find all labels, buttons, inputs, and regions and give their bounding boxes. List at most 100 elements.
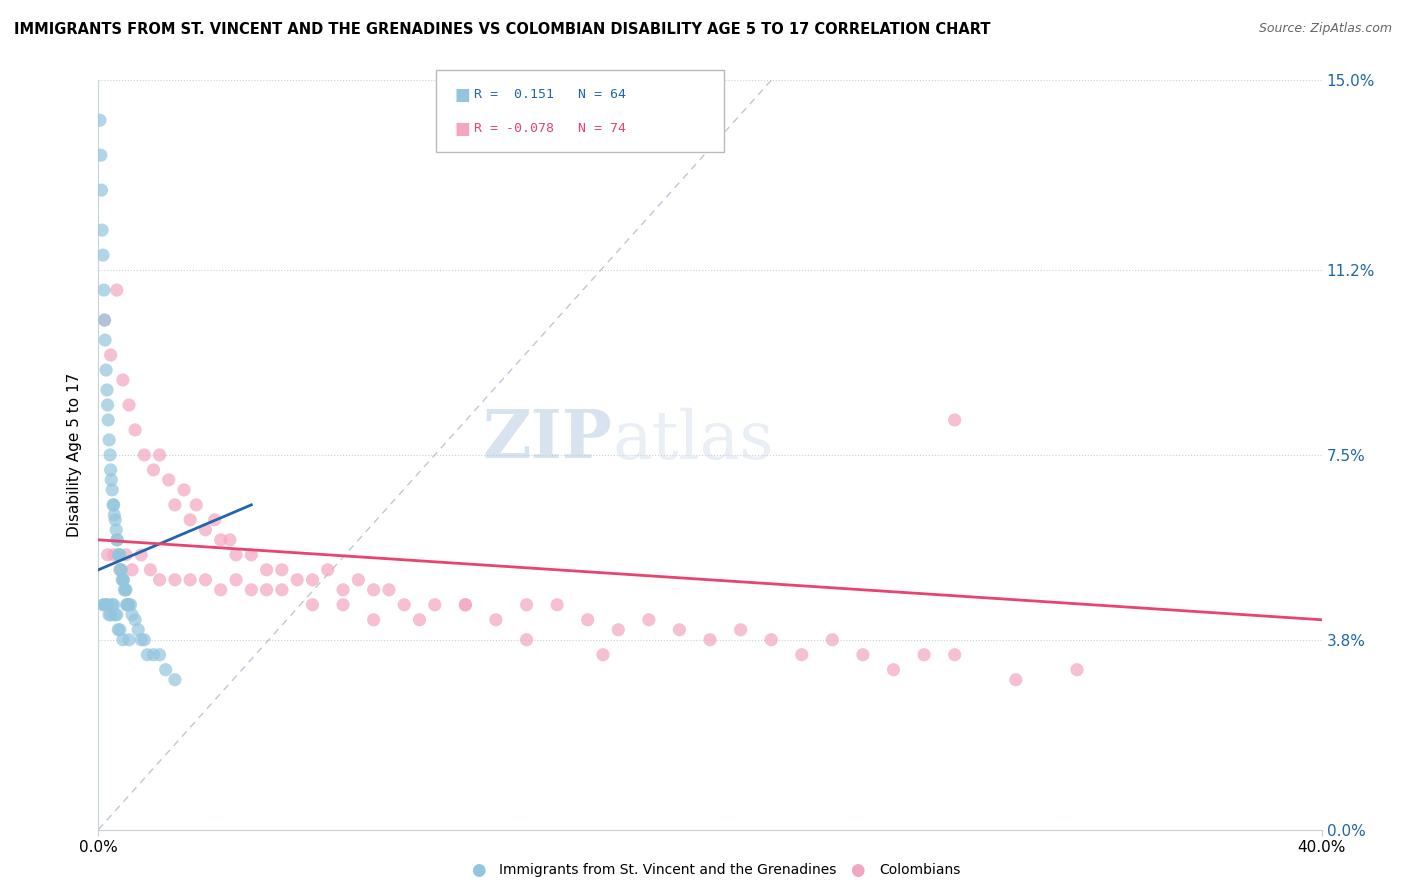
Point: [93, 313, 115, 327]
Point: [115, 548, 138, 562]
Point: [186, 498, 208, 512]
Point: [105, 283, 128, 297]
Point: [100, 607, 122, 622]
Point: [852, 648, 875, 662]
Point: [912, 648, 935, 662]
Point: [129, 548, 152, 562]
Point: [91, 248, 114, 262]
Point: [240, 582, 263, 597]
Point: [408, 613, 430, 627]
Point: [149, 648, 172, 662]
Point: [98, 433, 121, 447]
Point: [105, 533, 128, 547]
Point: [194, 573, 217, 587]
Point: [105, 607, 128, 622]
Point: [104, 607, 127, 622]
Point: [149, 573, 172, 587]
Point: [157, 473, 180, 487]
Point: [163, 673, 186, 687]
Point: [94, 333, 117, 347]
Point: [108, 548, 131, 562]
Point: [118, 398, 141, 412]
Point: [124, 423, 146, 437]
Text: Colombians: Colombians: [879, 863, 960, 877]
Point: [179, 573, 201, 587]
Point: [127, 623, 149, 637]
Text: ●: ●: [851, 861, 865, 879]
Point: [101, 483, 124, 497]
Y-axis label: Disability Age 5 to 17: Disability Age 5 to 17: [67, 373, 83, 537]
Point: [97, 398, 120, 412]
Point: [761, 632, 783, 647]
Point: [163, 498, 186, 512]
Text: Immigrants from St. Vincent and the Grenadines: Immigrants from St. Vincent and the Gren…: [499, 863, 837, 877]
Point: [155, 663, 177, 677]
Point: [485, 613, 508, 627]
Point: [98, 607, 121, 622]
Text: Source: ZipAtlas.com: Source: ZipAtlas.com: [1258, 22, 1392, 36]
Point: [316, 563, 339, 577]
Point: [101, 498, 124, 512]
Text: ●: ●: [471, 861, 485, 879]
Point: [94, 363, 117, 377]
Point: [179, 513, 201, 527]
Point: [111, 573, 134, 587]
Point: [117, 598, 139, 612]
Point: [93, 598, 115, 612]
Point: [96, 383, 118, 397]
Point: [194, 523, 217, 537]
Point: [139, 563, 162, 577]
Point: [129, 632, 152, 647]
Point: [363, 613, 385, 627]
Point: [790, 648, 813, 662]
Text: ■: ■: [454, 86, 470, 103]
Point: [110, 563, 132, 577]
Point: [115, 582, 138, 597]
Point: [423, 598, 446, 612]
Point: [103, 498, 125, 512]
Point: [91, 598, 114, 612]
Point: [111, 373, 134, 387]
Point: [134, 448, 156, 462]
Point: [821, 632, 844, 647]
Point: [1004, 673, 1026, 687]
Point: [136, 648, 159, 662]
Point: [110, 563, 132, 577]
Point: [97, 413, 120, 427]
Point: [270, 563, 294, 577]
Point: [111, 573, 134, 587]
Point: [114, 582, 136, 597]
Point: [121, 607, 143, 622]
Point: [120, 598, 142, 612]
Point: [108, 563, 131, 577]
Point: [134, 632, 156, 647]
Point: [607, 623, 630, 637]
Point: [163, 573, 186, 587]
Point: [301, 598, 323, 612]
Point: [98, 448, 121, 462]
Point: [204, 513, 226, 527]
Point: [90, 183, 112, 197]
Point: [100, 463, 122, 477]
Point: [225, 573, 247, 587]
Point: [149, 448, 172, 462]
Point: [117, 598, 139, 612]
Point: [108, 623, 131, 637]
Point: [699, 632, 721, 647]
Text: R = -0.078   N = 74: R = -0.078 N = 74: [474, 122, 626, 136]
Point: [1066, 663, 1088, 677]
Point: [219, 533, 242, 547]
Point: [240, 548, 263, 562]
Point: [91, 223, 114, 237]
Point: [89, 113, 111, 128]
Point: [115, 598, 138, 612]
Point: [105, 533, 128, 547]
Point: [142, 648, 165, 662]
Point: [592, 648, 614, 662]
Point: [103, 508, 125, 522]
Point: [883, 663, 905, 677]
Point: [105, 523, 128, 537]
Point: [97, 548, 120, 562]
Point: [111, 632, 134, 647]
Point: [270, 582, 294, 597]
